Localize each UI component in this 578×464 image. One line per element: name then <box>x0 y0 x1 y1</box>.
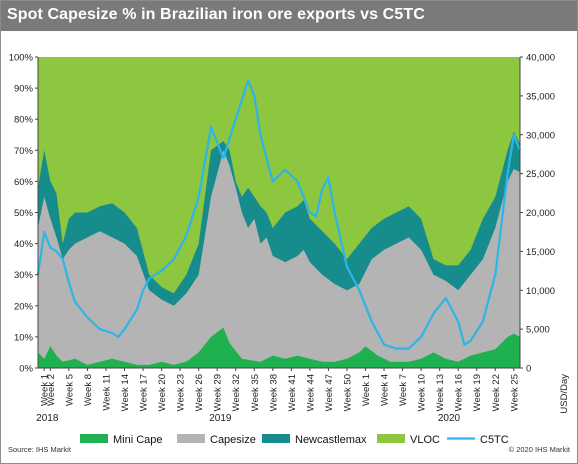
x-tick-label: Week 19 <box>472 374 483 411</box>
x-tick-label: Week 16 <box>454 374 465 411</box>
x-tick-label: Week 8 <box>83 374 94 406</box>
chart-title: Spot Capesize % in Brazilian iron ore ex… <box>7 6 425 23</box>
x-tick-label: Week 22 <box>491 374 502 411</box>
y-left-tick-label: 0% <box>19 364 33 375</box>
year-label-2018: 2018 <box>36 413 59 424</box>
legend-label-c5tc: C5TC <box>480 434 509 446</box>
legend-label-mini-cape: Mini Cape <box>113 434 163 446</box>
y-right-tick-label: 30,000 <box>526 130 555 141</box>
y-left-tick-label: 40% <box>14 239 34 250</box>
y-right-tick-label: 25,000 <box>526 169 555 180</box>
y-left-tick-label: 70% <box>14 146 34 157</box>
y-right-tick-label: 20,000 <box>526 208 555 219</box>
y-right-tick-label: 40,000 <box>526 53 555 64</box>
x-tick-label: Week 13 <box>435 374 446 411</box>
x-tick-label: Week 1 <box>40 374 51 406</box>
x-tick-label: Week 5 <box>64 374 75 406</box>
x-tick-label: Week 23 <box>176 374 187 411</box>
legend-label-vloc: VLOC <box>410 434 440 446</box>
y-left-tick-label: 20% <box>14 301 34 312</box>
x-tick-label: Week 47 <box>324 374 335 411</box>
legend-label-newcastlemax: Newcastlemax <box>295 434 367 446</box>
x-tick-label: Week 7 <box>398 374 409 406</box>
y-right-tick-label: 5,000 <box>526 325 550 336</box>
x-tick-label: Week 11 <box>101 374 112 411</box>
title-bar: Spot Capesize % in Brazilian iron ore ex… <box>1 1 577 31</box>
y-left-tick-label: 10% <box>14 332 34 343</box>
y-left-tick-label: 50% <box>14 208 34 219</box>
x-tick-label: Week 1 <box>361 374 372 406</box>
x-tick-label: Week 2 <box>46 374 57 406</box>
legend-label-capesize: Capesize <box>210 434 256 446</box>
legend-swatch-vloc <box>377 434 405 443</box>
x-tick-label: Week 4 <box>380 374 391 406</box>
y-right-tick-label: 15,000 <box>526 247 555 258</box>
year-label-2019: 2019 <box>209 413 232 424</box>
x-tick-label: Week 41 <box>287 374 298 411</box>
legend-swatch-mini-cape <box>80 434 108 443</box>
y-left-tick-label: 100% <box>9 53 34 64</box>
x-tick-label: Week 14 <box>120 374 131 411</box>
x-tick-label: Week 29 <box>213 374 224 411</box>
plot-area <box>36 57 522 368</box>
x-tick-label: Week 25 <box>509 374 520 411</box>
series-line-c5tc <box>36 79 522 350</box>
copyright-note: © 2020 IHS Markit <box>509 445 571 454</box>
x-tick-label: Week 20 <box>157 374 168 411</box>
x-tick-label: Week 35 <box>250 374 261 411</box>
legend: Mini Cape Capesize Newcastlemax VLOC C5TC <box>80 434 509 446</box>
series-area-mini-cape <box>38 327 520 368</box>
x-tick-label: Week 17 <box>139 374 150 411</box>
x-tick-label: Week 26 <box>194 374 205 411</box>
y-right-tick-label: 35,000 <box>526 91 555 102</box>
y-right-axis-label: USD/Day <box>559 374 570 414</box>
series-area-capesize <box>38 150 520 368</box>
x-tick-label: Week 38 <box>268 374 279 411</box>
legend-swatch-capesize <box>177 434 205 443</box>
x-tick-label: Week 32 <box>231 374 242 411</box>
y-left-tick-label: 80% <box>14 115 34 126</box>
year-label-2020: 2020 <box>438 413 461 424</box>
x-tick-label: Week 50 <box>342 374 353 411</box>
y-left-tick-label: 30% <box>14 270 34 281</box>
x-tick-label: Week 10 <box>417 374 428 411</box>
y-left-tick-label: 90% <box>14 84 34 95</box>
x-tick-label: Week 44 <box>305 374 316 411</box>
legend-swatch-newcastlemax <box>262 434 290 443</box>
y-right-tick-label: 0 <box>526 364 531 375</box>
source-note: Source: IHS Markit <box>8 445 72 454</box>
axes: 0% 10% 20% 30% 40% 50% 60% 70% 80% 90% 100% 0 5,000 1… <box>9 53 570 425</box>
y-right-tick-label: 10,000 <box>526 286 555 297</box>
y-left-tick-label: 60% <box>14 177 34 188</box>
